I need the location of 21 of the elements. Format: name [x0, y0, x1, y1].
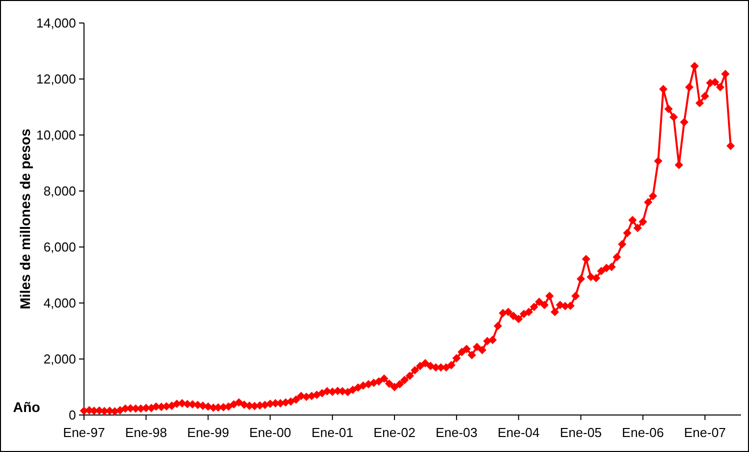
x-tick-label: Ene-05 [560, 425, 602, 440]
y-tick-label: 10,000 [36, 128, 76, 143]
x-tick-label: Ene-01 [311, 425, 354, 440]
x-tick-label: Ene-97 [63, 425, 105, 440]
y-tick-label: 0 [68, 408, 76, 423]
y-axis-title: Miles de millones de pesos [17, 128, 33, 310]
x-tick-label: Ene-02 [374, 425, 416, 440]
y-tick-label: 6,000 [43, 240, 76, 255]
y-tick-label: 14,000 [36, 16, 76, 31]
x-tick-label: Ene-99 [187, 425, 230, 440]
y-tick-label: 4,000 [43, 296, 76, 311]
x-tick-label: Ene-98 [125, 425, 168, 440]
y-tick-label: 2,000 [43, 352, 76, 367]
x-axis-title: Año [13, 399, 40, 415]
y-tick-label: 12,000 [36, 72, 76, 87]
x-tick-label: Ene-04 [498, 425, 540, 440]
y-tick-label: 8,000 [43, 184, 76, 199]
x-tick-label: Ene-03 [436, 425, 478, 440]
x-tick-label: Ene-07 [684, 425, 726, 440]
x-tick-label: Ene-06 [622, 425, 664, 440]
x-tick-label: Ene-00 [249, 425, 292, 440]
